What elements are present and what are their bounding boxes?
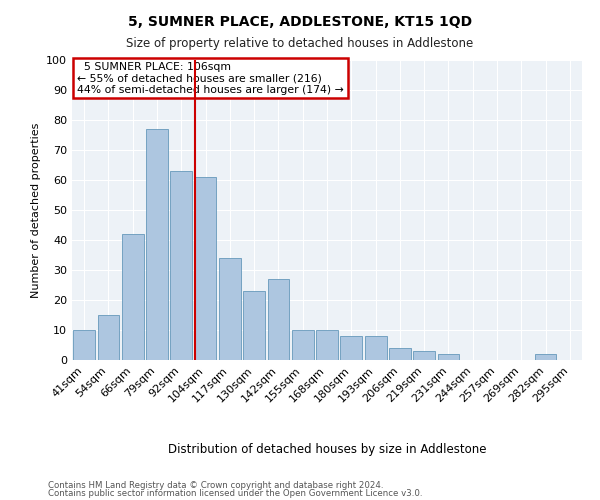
Bar (413, 351, 435, 360)
Text: Contains public sector information licensed under the Open Government Licence v3: Contains public sector information licen… (48, 489, 422, 498)
Bar (219, 258, 241, 360)
Bar (73, 330, 95, 360)
Bar (97, 315, 119, 360)
Bar (437, 354, 460, 360)
Bar (194, 177, 217, 360)
Bar (243, 291, 265, 360)
Text: Size of property relative to detached houses in Addlestone: Size of property relative to detached ho… (127, 38, 473, 51)
X-axis label: Distribution of detached houses by size in Addlestone: Distribution of detached houses by size … (168, 442, 486, 456)
Text: Contains HM Land Registry data © Crown copyright and database right 2024.: Contains HM Land Registry data © Crown c… (48, 480, 383, 490)
Bar (146, 129, 168, 360)
Bar (170, 171, 192, 360)
Bar (122, 234, 143, 360)
Y-axis label: Number of detached properties: Number of detached properties (31, 122, 41, 298)
Bar (316, 330, 338, 360)
Bar (389, 348, 411, 360)
Text: 5 SUMNER PLACE: 106sqm  
← 55% of detached houses are smaller (216)
44% of semi-: 5 SUMNER PLACE: 106sqm ← 55% of detached… (77, 62, 344, 94)
Text: 5, SUMNER PLACE, ADDLESTONE, KT15 1QD: 5, SUMNER PLACE, ADDLESTONE, KT15 1QD (128, 15, 472, 29)
Bar (340, 336, 362, 360)
Bar (535, 354, 556, 360)
Bar (292, 330, 314, 360)
Bar (268, 279, 289, 360)
Bar (365, 336, 386, 360)
